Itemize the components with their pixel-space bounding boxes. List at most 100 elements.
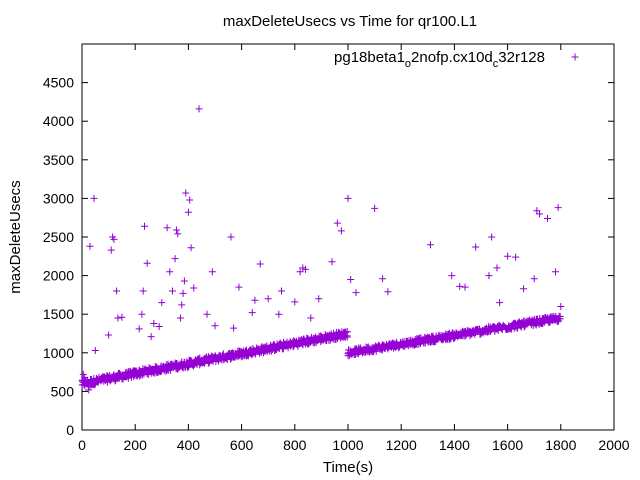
y-tick-label: 2500 <box>43 229 74 245</box>
x-tick-label: 400 <box>177 437 201 453</box>
data-point <box>337 227 345 235</box>
data-point <box>139 287 147 295</box>
data-point <box>187 244 195 252</box>
data-point <box>186 196 194 204</box>
data-point <box>275 310 283 318</box>
data-point <box>536 210 544 218</box>
chart-title: maxDeleteUsecs vs Time for qr100.L1 <box>223 13 477 30</box>
data-point <box>227 233 235 241</box>
legend-plus-marker <box>571 53 579 61</box>
data-point <box>472 243 480 251</box>
data-point <box>86 383 94 391</box>
data-point <box>158 299 166 307</box>
data-point <box>461 283 469 291</box>
x-axis-label: Time(s) <box>323 459 373 476</box>
data-point <box>113 287 121 295</box>
data-point <box>114 314 122 322</box>
x-tick-label: 200 <box>124 437 148 453</box>
y-tick-label: 0 <box>66 422 74 438</box>
data-point <box>179 289 187 297</box>
data-point <box>230 324 238 332</box>
y-tick-label: 2000 <box>43 268 74 284</box>
data-point <box>264 295 272 303</box>
data-point <box>347 275 355 283</box>
data-point <box>195 105 203 113</box>
data-point <box>168 287 176 295</box>
data-point <box>342 328 350 336</box>
legend-text-part: 2nofp.cx10d <box>411 49 493 66</box>
data-point <box>86 242 94 250</box>
data-point <box>426 241 434 249</box>
data-point <box>90 194 98 202</box>
data-point <box>556 313 564 321</box>
y-tick-label: 1500 <box>43 306 74 322</box>
data-point <box>333 219 341 227</box>
data-point <box>278 287 285 295</box>
legend: pg18beta1o2nofp.cx10dc32r128 <box>334 49 579 70</box>
data-point <box>485 272 493 280</box>
data-point <box>163 224 171 232</box>
data-point <box>488 233 496 241</box>
x-tick-label: 2000 <box>598 437 629 453</box>
data-point <box>208 268 216 276</box>
data-point <box>512 253 520 261</box>
data-point <box>155 323 163 331</box>
data-point <box>182 189 190 197</box>
data-point <box>315 295 323 303</box>
data-point <box>105 331 113 339</box>
x-tick-label: 1400 <box>439 437 470 453</box>
data-point <box>544 214 551 222</box>
data-point <box>166 268 174 276</box>
y-tick-label: 4000 <box>43 113 74 129</box>
data-point <box>110 235 118 243</box>
data-point <box>344 194 352 202</box>
data-point <box>82 377 90 385</box>
data-point <box>267 347 275 355</box>
legend-marker-icon <box>571 53 579 61</box>
data-point <box>180 277 188 285</box>
data-point <box>384 288 392 296</box>
data-point <box>167 366 175 374</box>
data-point <box>493 264 501 272</box>
data-point <box>352 289 360 297</box>
legend-series-label: pg18beta1o2nofp.cx10dc32r128 <box>334 49 545 70</box>
y-tick-label: 4500 <box>43 75 74 91</box>
y-tick-label: 500 <box>51 383 75 399</box>
data-point <box>554 204 562 212</box>
y-tick-label: 1000 <box>43 345 74 361</box>
x-tick-label: 800 <box>283 437 307 453</box>
data-point <box>147 333 155 341</box>
data-point <box>557 302 565 310</box>
data-point <box>248 309 256 317</box>
data-point <box>496 299 504 307</box>
y-tick-label: 3000 <box>43 190 74 206</box>
data-point <box>135 325 143 333</box>
y-axis: 0 500 1000 1500 2000 2500 3000 3500 4000 4500 <box>43 75 614 438</box>
data-point <box>184 208 192 216</box>
data-point <box>81 374 89 382</box>
x-tick-label: 600 <box>230 437 254 453</box>
data-point <box>307 314 315 322</box>
data-point <box>235 283 243 291</box>
legend-subscript: c <box>493 58 499 70</box>
data-point <box>190 284 198 292</box>
data-point <box>141 222 149 230</box>
data-point <box>291 298 299 306</box>
data-point <box>328 258 336 266</box>
data-point <box>91 346 99 354</box>
data-point <box>79 370 87 378</box>
data-point <box>301 265 309 273</box>
data-point <box>551 268 559 276</box>
data-point <box>178 301 186 309</box>
data-point <box>107 246 115 254</box>
data-point <box>174 230 182 238</box>
legend-subscript: o <box>405 58 411 70</box>
data-point <box>530 275 538 283</box>
data-point <box>371 204 379 212</box>
x-axis: 0 200 400 600 800 1000 1200 1400 1600 1800 2000 <box>78 44 630 453</box>
x-tick-label: 1800 <box>545 437 576 453</box>
data-point <box>379 275 387 283</box>
y-tick-label: 3500 <box>43 152 74 168</box>
data-point <box>296 268 304 276</box>
